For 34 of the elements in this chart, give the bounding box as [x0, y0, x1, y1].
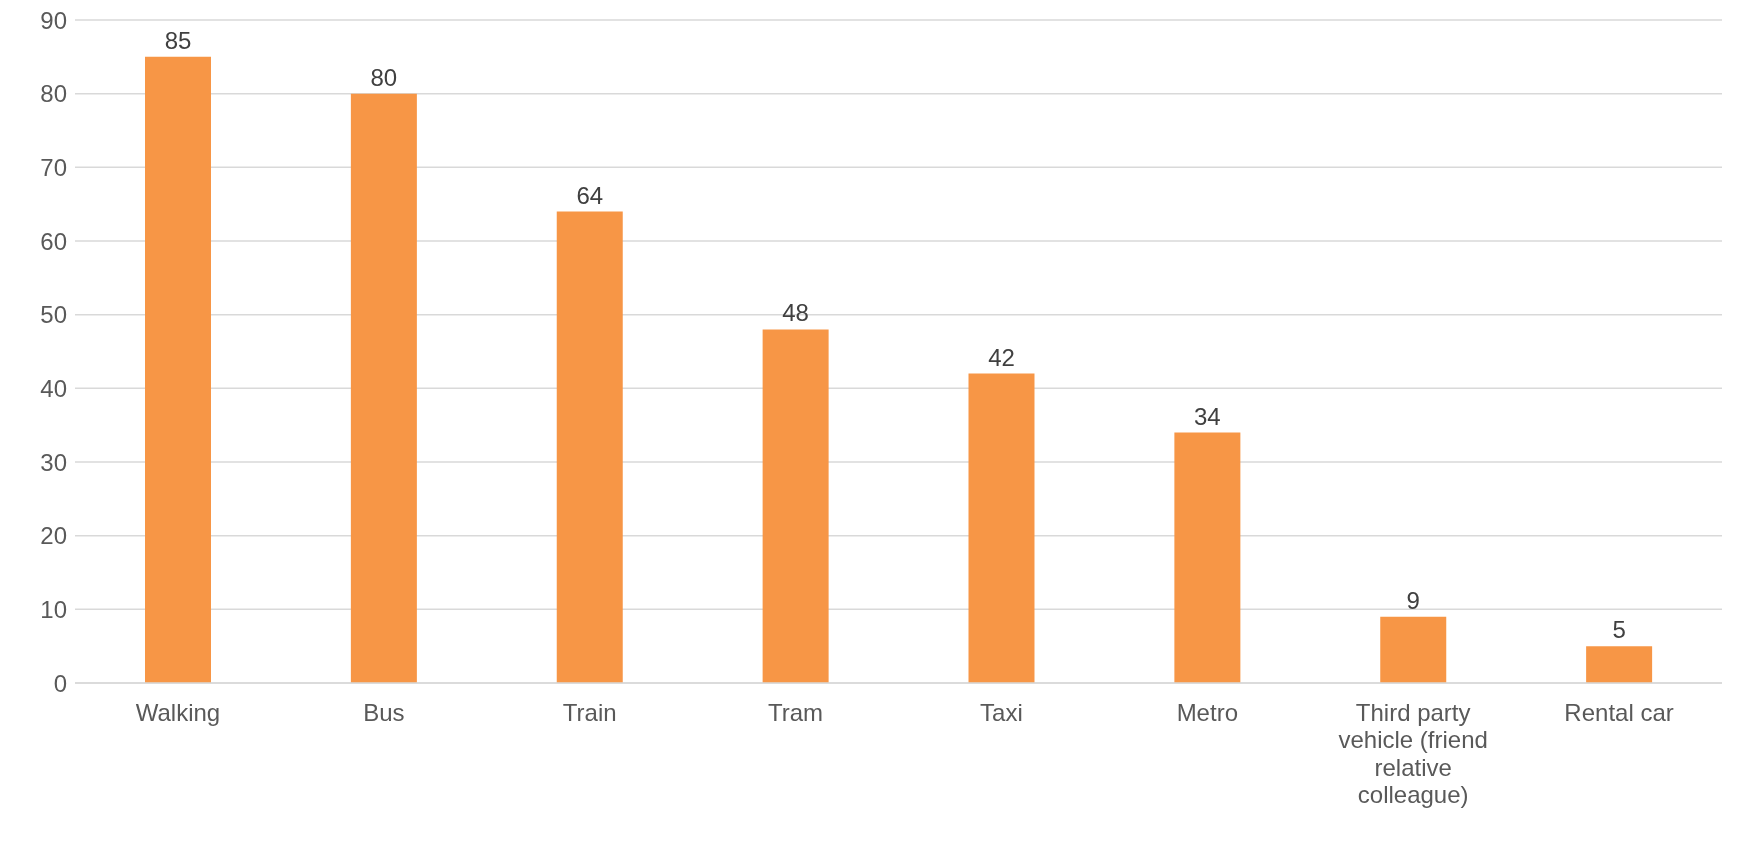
bar [1174, 432, 1241, 683]
y-tick-label: 80 [40, 80, 67, 108]
data-label: 80 [370, 63, 398, 91]
data-label: 64 [576, 181, 604, 209]
data-label: 48 [782, 299, 809, 327]
data-label: 9 [1406, 586, 1420, 614]
x-tick-label: Walking [135, 698, 221, 726]
y-tick-label: 50 [40, 301, 67, 329]
x-tick-label: Rental car [1564, 698, 1674, 726]
bar [145, 56, 211, 683]
y-tick-label: 30 [40, 448, 67, 476]
x-tick-label: Tram [768, 698, 824, 726]
data-label: 5 [1612, 616, 1626, 644]
bar [1586, 646, 1653, 683]
x-tick-label: Bus [363, 698, 405, 726]
y-tick-label: 0 [53, 669, 67, 697]
y-tick-label: 60 [40, 227, 67, 255]
x-tick-label: Taxi [980, 698, 1023, 726]
data-label: 34 [1194, 402, 1221, 430]
y-tick-label: 70 [40, 153, 67, 181]
x-tick-label: Metro [1176, 698, 1238, 726]
bar [556, 211, 623, 683]
bar [1380, 616, 1447, 683]
y-tick-label: 90 [40, 6, 67, 34]
data-label: 42 [988, 343, 1015, 371]
data-label: 85 [164, 26, 192, 54]
y-tick-label: 40 [40, 374, 67, 402]
bar [350, 93, 417, 683]
x-tick-label: Third party vehicle (friend relative colleague) [1338, 698, 1488, 809]
y-tick-label: 10 [40, 595, 67, 623]
bar [968, 373, 1035, 683]
bar [762, 329, 829, 683]
x-tick-label: Train [562, 698, 617, 726]
y-tick-label: 20 [40, 522, 67, 550]
